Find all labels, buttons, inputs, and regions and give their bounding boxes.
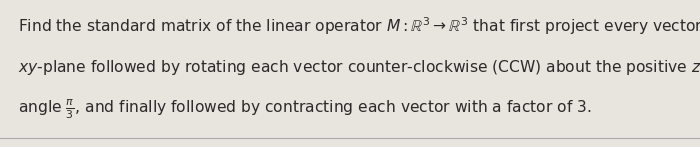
Text: $xy$-plane followed by rotating each vector counter-clockwise (CCW) about the po: $xy$-plane followed by rotating each vec… [18,58,700,77]
Text: Find the standard matrix of the linear operator $M : \mathbb{R}^3 \rightarrow \m: Find the standard matrix of the linear o… [18,16,700,37]
Text: angle $\frac{\pi}{3}$, and finally followed by contracting each vector with a fa: angle $\frac{\pi}{3}$, and finally follo… [18,97,592,121]
